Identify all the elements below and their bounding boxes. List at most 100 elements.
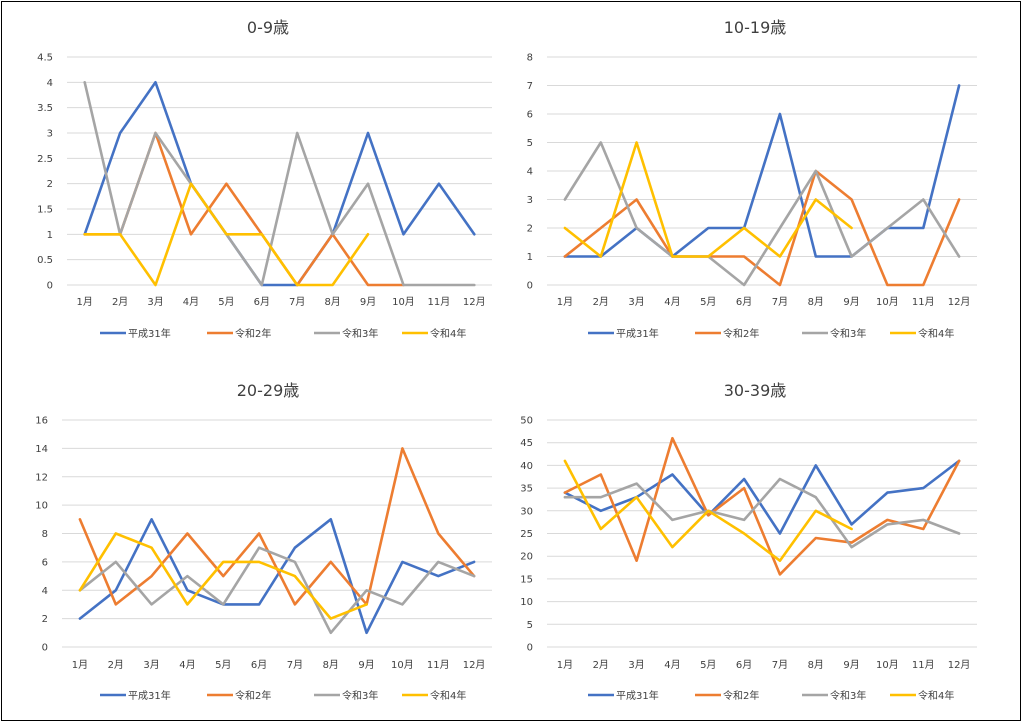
chart-title: 10-19歳 [724, 18, 787, 37]
y-tick-label: 2 [42, 614, 48, 625]
y-tick-label: 35 [520, 484, 533, 495]
legend-label: 令和4年 [430, 327, 466, 340]
x-tick-label: 6月 [251, 659, 267, 671]
series-line-3 [563, 141, 853, 258]
y-tick-label: 4.5 [37, 53, 53, 64]
x-tick-label: 12月 [948, 296, 971, 308]
series-line-2 [83, 81, 476, 287]
series-line-0 [83, 81, 476, 287]
series-line-1 [78, 447, 476, 606]
y-tick-label: 2 [47, 179, 53, 190]
y-tick-label: 3 [47, 129, 53, 140]
x-tick-label: 1月 [77, 296, 93, 308]
y-tick-label: 20 [520, 552, 533, 563]
chart-panel-0: 0-9歳 0 0.5 1 1.5 2 2.5 3 3.5 4 4.5 1月 2月 3月 4月 5月 6月 7月 8月… [37, 18, 492, 340]
x-tick-label: 4月 [179, 659, 195, 671]
legend-label: 令和4年 [918, 327, 954, 340]
y-tick-label: 0 [527, 281, 533, 292]
x-tick-label: 12月 [463, 659, 486, 671]
y-tick-label: 4 [527, 167, 533, 178]
x-tick-label: 11月 [428, 296, 451, 308]
y-tick-label: 10 [520, 597, 533, 608]
x-tick-label: 3月 [628, 659, 644, 671]
legend-label: 令和2年 [235, 327, 271, 340]
y-tick-label: 3 [527, 195, 533, 206]
x-tick-label: 8月 [808, 659, 824, 671]
x-tick-label: 10月 [876, 659, 899, 671]
legend-label: 令和4年 [918, 689, 954, 702]
x-tick-label: 3月 [143, 659, 159, 671]
y-tick-label: 1 [527, 252, 533, 263]
x-tick-label: 7月 [772, 659, 788, 671]
legend-label: 令和3年 [342, 689, 378, 702]
x-tick-label: 11月 [912, 296, 935, 308]
x-tick-label: 5月 [215, 659, 231, 671]
chart-title: 30-39歳 [724, 381, 787, 400]
series-line-0 [78, 517, 476, 635]
x-tick-label: 4月 [664, 296, 680, 308]
x-tick-label: 2月 [593, 659, 609, 671]
y-tick-label: 4 [42, 586, 48, 597]
x-tick-label: 6月 [736, 659, 752, 671]
series-line-3 [563, 459, 853, 563]
y-tick-label: 5 [527, 620, 533, 631]
y-tick-label: 50 [520, 416, 533, 427]
y-tick-label: 1 [47, 230, 53, 241]
x-tick-label: 2月 [112, 296, 128, 308]
legend-label: 平成31年 [616, 327, 659, 340]
y-tick-label: 7 [527, 81, 533, 92]
x-tick-label: 6月 [736, 296, 752, 308]
series-line-2 [78, 546, 476, 635]
y-tick-label: 3.5 [37, 103, 53, 114]
x-tick-label: 7月 [287, 659, 303, 671]
x-tick-label: 4月 [183, 296, 199, 308]
x-tick-label: 6月 [254, 296, 270, 308]
y-tick-label: 12 [35, 472, 48, 483]
x-tick-label: 11月 [427, 659, 450, 671]
chart-title: 0-9歳 [247, 18, 289, 37]
x-tick-label: 10月 [391, 659, 414, 671]
legend-label: 令和2年 [235, 689, 271, 702]
y-tick-label: 16 [35, 416, 48, 427]
series-line-3 [83, 182, 370, 287]
x-tick-label: 5月 [700, 659, 716, 671]
x-tick-label: 8月 [808, 296, 824, 308]
x-tick-label: 1月 [557, 659, 573, 671]
x-tick-label: 11月 [912, 659, 935, 671]
y-tick-label: 6 [527, 110, 533, 121]
x-tick-label: 8月 [323, 659, 339, 671]
x-tick-label: 7月 [289, 296, 305, 308]
x-tick-label: 12月 [948, 659, 971, 671]
chart-title: 20-29歳 [237, 381, 300, 400]
y-tick-label: 0 [527, 643, 533, 654]
x-tick-label: 3月 [628, 296, 644, 308]
x-tick-label: 9月 [843, 659, 859, 671]
x-tick-label: 2月 [108, 659, 124, 671]
x-tick-label: 10月 [392, 296, 415, 308]
y-tick-label: 8 [42, 529, 48, 540]
series-line-0 [563, 459, 961, 535]
series-line-2 [563, 141, 961, 287]
y-tick-label: 2.5 [37, 154, 53, 165]
legend-label: 平成31年 [616, 689, 659, 702]
y-tick-label: 1.5 [37, 205, 53, 216]
x-tick-label: 9月 [358, 659, 374, 671]
y-tick-label: 4 [47, 78, 53, 89]
y-tick-label: 10 [35, 501, 48, 512]
x-tick-label: 2月 [593, 296, 609, 308]
legend-label: 平成31年 [128, 689, 171, 702]
x-tick-label: 4月 [664, 659, 680, 671]
legend-label: 令和2年 [723, 327, 759, 340]
x-tick-label: 9月 [360, 296, 376, 308]
x-tick-label: 12月 [463, 296, 486, 308]
x-tick-label: 9月 [843, 296, 859, 308]
legend-label: 令和3年 [830, 689, 866, 702]
x-tick-label: 10月 [876, 296, 899, 308]
x-tick-label: 1月 [72, 659, 88, 671]
series-line-0 [563, 84, 961, 258]
legend-label: 令和2年 [723, 689, 759, 702]
series-line-2 [563, 477, 961, 549]
y-tick-label: 40 [520, 461, 533, 472]
